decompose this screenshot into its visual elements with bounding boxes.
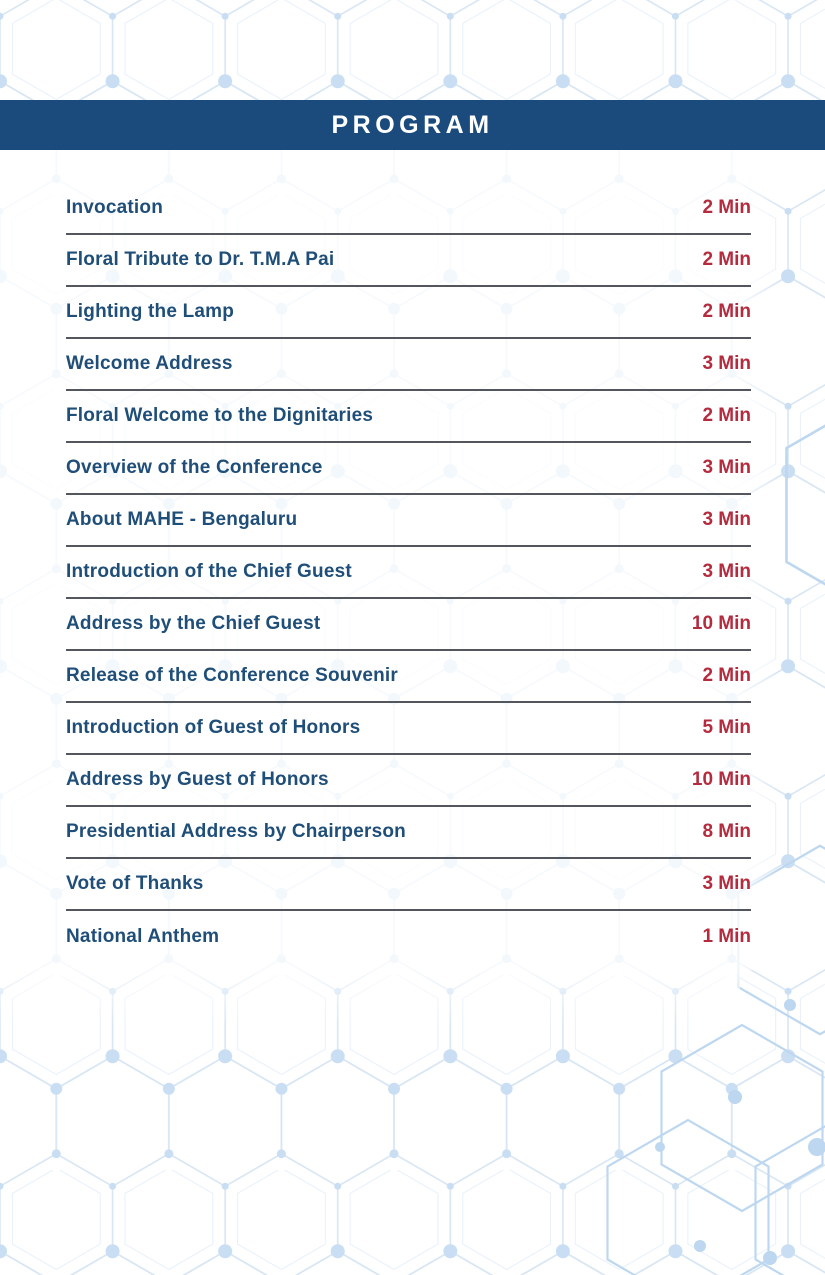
program-row: Welcome Address 3 Min: [66, 339, 751, 391]
program-header-band: PROGRAM: [0, 100, 825, 150]
page-title: PROGRAM: [331, 110, 494, 139]
program-item-duration: 3 Min: [702, 353, 751, 374]
program-item-title: Address by the Chief Guest: [66, 613, 321, 634]
program-item-duration: 3 Min: [702, 509, 751, 530]
program-item-title: Overview of the Conference: [66, 457, 323, 478]
program-row: Floral Tribute to Dr. T.M.A Pai 2 Min: [66, 235, 751, 287]
program-item-duration: 2 Min: [702, 301, 751, 322]
program-list: Invocation 2 Min Floral Tribute to Dr. T…: [66, 183, 751, 963]
program-item-title: Address by Guest of Honors: [66, 769, 329, 790]
program-row: Address by the Chief Guest 10 Min: [66, 599, 751, 651]
program-item-title: Presidential Address by Chairperson: [66, 821, 406, 842]
program-row: Presidential Address by Chairperson 8 Mi…: [66, 807, 751, 859]
program-item-title: About MAHE - Bengaluru: [66, 509, 298, 530]
program-item-title: National Anthem: [66, 926, 220, 947]
program-item-title: Vote of Thanks: [66, 873, 204, 894]
program-item-duration: 3 Min: [702, 561, 751, 582]
program-item-title: Introduction of Guest of Honors: [66, 717, 361, 738]
program-item-duration: 10 Min: [691, 613, 751, 634]
program-row: About MAHE - Bengaluru 3 Min: [66, 495, 751, 547]
program-item-duration: 2 Min: [702, 197, 751, 218]
program-item-duration: 5 Min: [702, 717, 751, 738]
program-item-duration: 2 Min: [702, 249, 751, 270]
program-row: Introduction of the Chief Guest 3 Min: [66, 547, 751, 599]
program-item-title: Release of the Conference Souvenir: [66, 665, 399, 686]
program-item-duration: 1 Min: [702, 926, 751, 947]
program-item-duration: 3 Min: [702, 873, 751, 894]
program-item-duration: 8 Min: [702, 821, 751, 842]
program-item-duration: 2 Min: [702, 405, 751, 426]
program-row: Release of the Conference Souvenir 2 Min: [66, 651, 751, 703]
program-row: Floral Welcome to the Dignitaries 2 Min: [66, 391, 751, 443]
program-item-title: Lighting the Lamp: [66, 301, 235, 322]
program-item-title: Floral Tribute to Dr. T.M.A Pai: [66, 249, 335, 270]
program-item-title: Introduction of the Chief Guest: [66, 561, 352, 582]
program-row: Address by Guest of Honors 10 Min: [66, 755, 751, 807]
program-row: Vote of Thanks 3 Min: [66, 859, 751, 911]
program-item-duration: 2 Min: [702, 665, 751, 686]
program-item-title: Welcome Address: [66, 353, 233, 374]
program-item-duration: 10 Min: [691, 769, 751, 790]
program-item-title: Floral Welcome to the Dignitaries: [66, 405, 374, 426]
program-row: Invocation 2 Min: [66, 183, 751, 235]
program-row: National Anthem 1 Min: [66, 911, 751, 963]
program-item-duration: 3 Min: [702, 457, 751, 478]
program-row: Overview of the Conference 3 Min: [66, 443, 751, 495]
program-row: Lighting the Lamp 2 Min: [66, 287, 751, 339]
program-row: Introduction of Guest of Honors 5 Min: [66, 703, 751, 755]
program-item-title: Invocation: [66, 197, 164, 218]
